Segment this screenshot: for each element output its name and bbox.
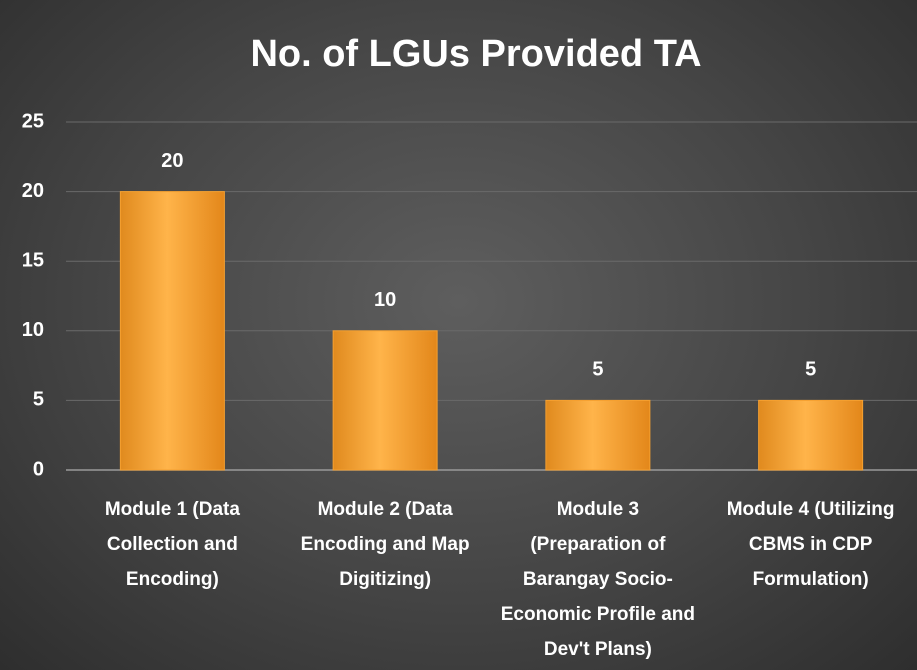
bar	[333, 331, 437, 470]
y-tick-label: 0	[33, 458, 44, 480]
x-tick-label: Module 2 (Data Encoding and Map Digitizi…	[287, 492, 483, 597]
data-label: 20	[161, 150, 183, 172]
chart-title: No. of LGUs Provided TA	[250, 33, 701, 75]
y-tick-label: 10	[22, 319, 44, 341]
x-tick-label: Module 1 (Data Collection and Encoding)	[74, 492, 270, 597]
y-tick-label: 5	[33, 389, 44, 411]
y-tick-label: 15	[22, 249, 44, 271]
bar	[546, 400, 650, 470]
x-tick-label: Module 4 (Utilizing CBMS in CDP Formulat…	[713, 492, 909, 597]
data-label: 5	[805, 359, 816, 381]
bar	[759, 400, 863, 470]
y-tick-label: 25	[22, 110, 44, 132]
chart-container: No. of LGUs Provided TA 0 5 10 15 20 25 20 10 5 5…	[0, 0, 917, 670]
x-tick-label: Module 3 (Preparation of Barangay Socio-…	[500, 492, 696, 667]
data-label: 5	[592, 359, 603, 381]
data-label: 10	[374, 289, 396, 311]
y-tick-label: 20	[22, 180, 44, 202]
bar	[120, 192, 224, 470]
